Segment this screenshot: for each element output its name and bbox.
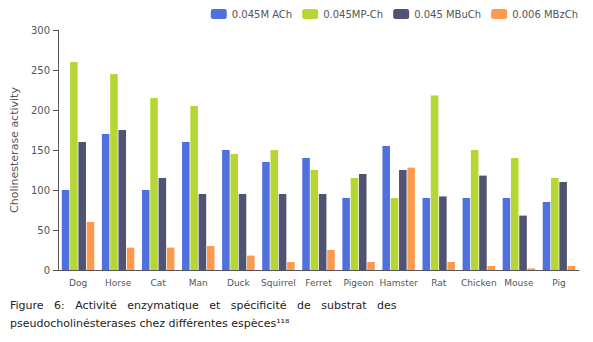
svg-text:50: 50	[37, 225, 50, 236]
svg-text:200: 200	[31, 105, 50, 116]
svg-text:Mouse: Mouse	[504, 278, 534, 288]
svg-text:300: 300	[31, 25, 50, 36]
svg-text:pseudocholinésterases chez dif: pseudocholinésterases chez différentes e…	[10, 317, 290, 330]
svg-text:Chicken: Chicken	[461, 278, 497, 288]
svg-text:Pig: Pig	[552, 278, 565, 288]
svg-text:Hamster: Hamster	[379, 278, 418, 288]
svg-text:0: 0	[44, 265, 50, 276]
svg-text:Figure 6: Activité enzym: Figure 6: Activité enzymatique et spécif…	[10, 299, 397, 312]
svg-text:Horse: Horse	[105, 278, 132, 288]
svg-text:Pigeon: Pigeon	[343, 278, 373, 288]
svg-text:Cat: Cat	[151, 278, 167, 288]
svg-text:0.045 MBuCh: 0.045 MBuCh	[414, 9, 481, 20]
svg-text:Cholinesterase activity: Cholinesterase activity	[8, 87, 21, 213]
svg-text:Dog: Dog	[69, 278, 87, 288]
svg-text:Ferret: Ferret	[305, 278, 332, 288]
svg-text:Duck: Duck	[227, 278, 251, 288]
svg-text:0.045M ACh: 0.045M ACh	[232, 9, 292, 20]
svg-text:0.045MP-Ch: 0.045MP-Ch	[323, 9, 383, 20]
svg-text:0.006 MBzCh: 0.006 MBzCh	[512, 9, 578, 20]
svg-text:150: 150	[31, 145, 50, 156]
svg-text:Squirrel: Squirrel	[261, 278, 296, 288]
svg-text:250: 250	[31, 65, 50, 76]
svg-text:100: 100	[31, 185, 50, 196]
svg-text:Man: Man	[189, 278, 208, 288]
svg-text:Rat: Rat	[431, 278, 447, 288]
